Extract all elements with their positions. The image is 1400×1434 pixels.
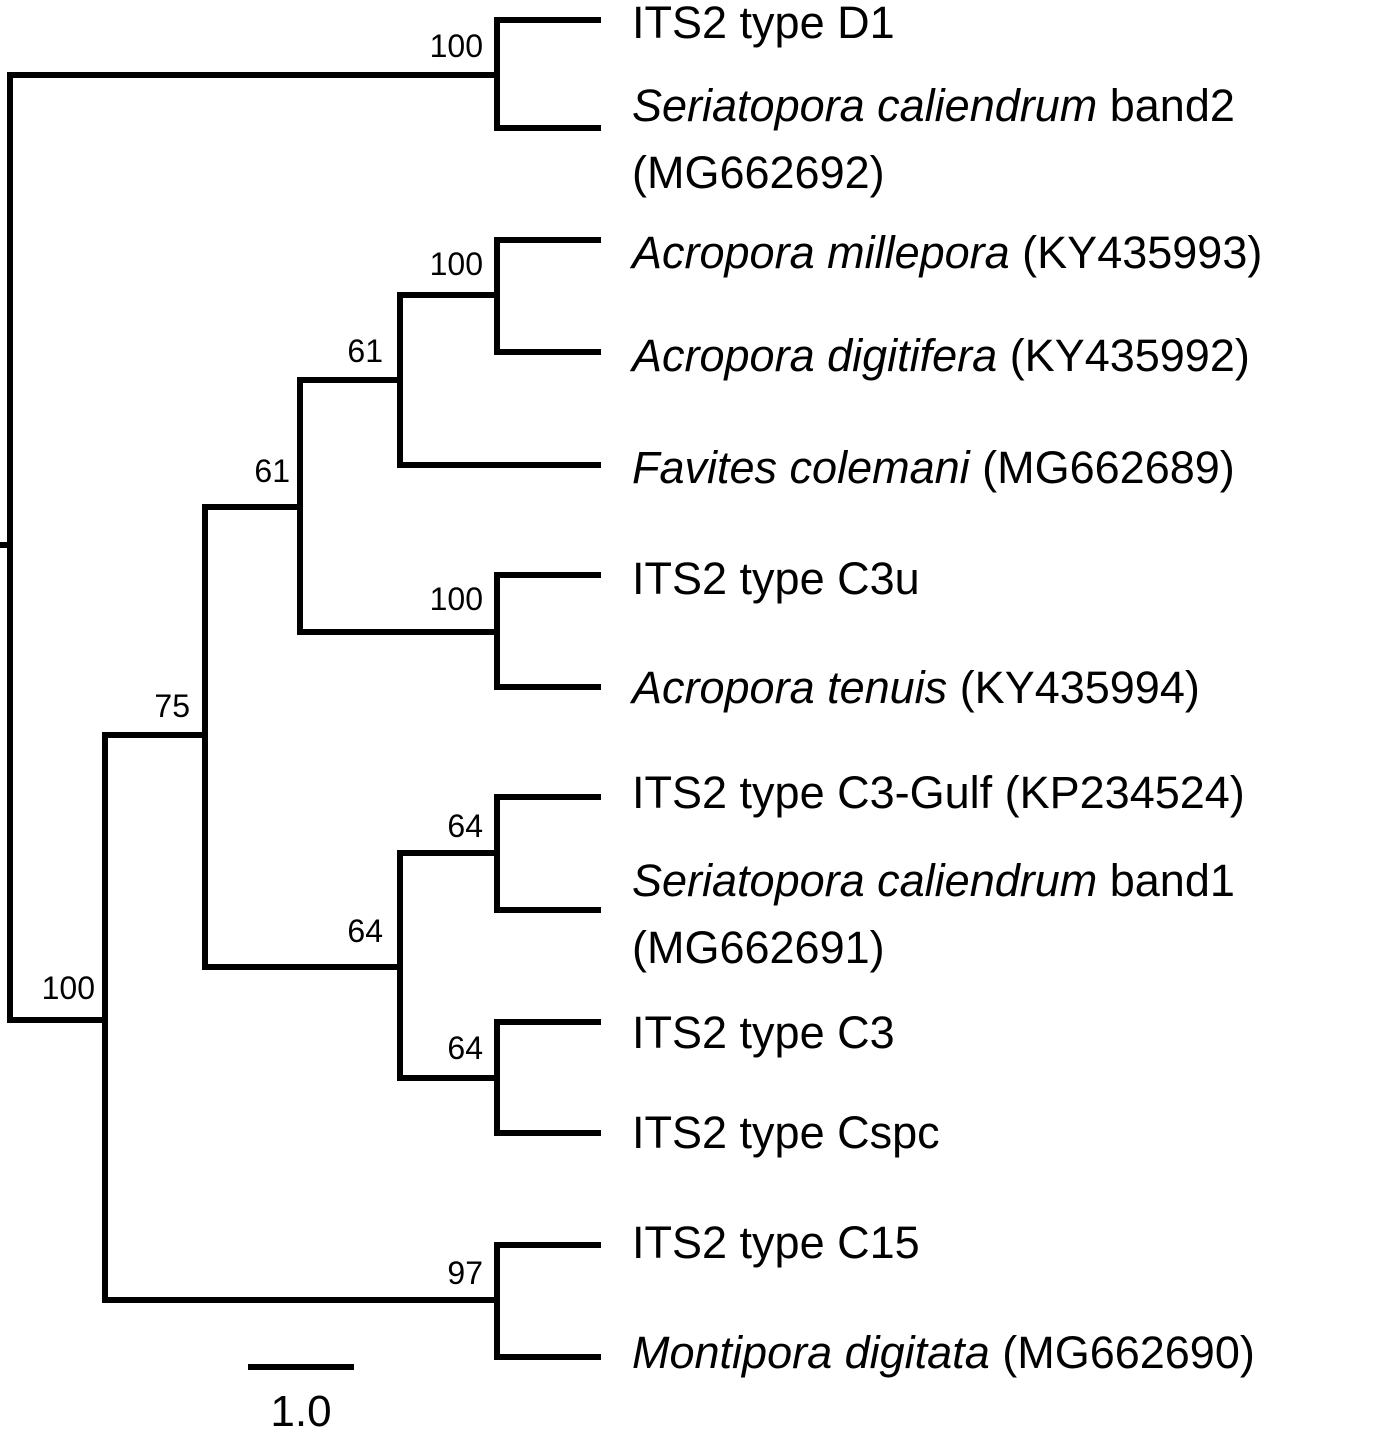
leaf-label: ITS2 type C3-Gulf (KP234524) [632, 767, 1245, 818]
support-value: 100 [430, 581, 483, 617]
support-value: 64 [447, 1030, 483, 1066]
support-value: 64 [347, 913, 383, 949]
support-value: 97 [447, 1255, 483, 1291]
label-text: (MG662690) [990, 1327, 1255, 1378]
leaf-label: ITS2 type Cspc [632, 1107, 940, 1158]
label-text: band2 [1097, 80, 1235, 131]
leaf-label: ITS2 type C15 [632, 1217, 920, 1268]
label-text: ITS2 type D1 [632, 0, 895, 48]
leaf-label: Seriatopora caliendrum band1 [632, 855, 1235, 906]
support-value: 75 [154, 688, 190, 724]
support-value: 100 [430, 28, 483, 64]
label-text: (MG662691) [632, 922, 885, 973]
leaf-label: Acropora digitifera (KY435992) [629, 330, 1250, 381]
support-value: 64 [447, 808, 483, 844]
species-name: Acropora millepora [629, 227, 1010, 278]
species-name: Acropora digitifera [629, 330, 997, 381]
label-text: (MG662689) [970, 442, 1235, 493]
label-text: (KY435992) [997, 330, 1250, 381]
species-name: Seriatopora caliendrum [632, 80, 1097, 131]
label-text: ITS2 type C3-Gulf (KP234524) [632, 767, 1245, 818]
label-text: (KY435993) [1010, 227, 1263, 278]
support-value: 61 [347, 333, 383, 369]
leaf-label: ITS2 type D1 [632, 0, 895, 48]
support-value: 61 [254, 453, 290, 489]
species-name: Favites colemani [632, 442, 972, 493]
leaf-label: ITS2 type C3 [632, 1007, 895, 1058]
label-text: ITS2 type C3u [632, 553, 920, 604]
species-name: Seriatopora caliendrum [632, 855, 1097, 906]
leaf-label: Seriatopora caliendrum band2 [632, 80, 1235, 131]
label-text: ITS2 type C15 [632, 1217, 920, 1268]
label-text: ITS2 type Cspc [632, 1107, 940, 1158]
leaf-label: Acropora tenuis (KY435994) [629, 662, 1200, 713]
label-text: ITS2 type C3 [632, 1007, 895, 1058]
label-text: (MG662692) [632, 147, 885, 198]
scale-bar-label: 1.0 [270, 1387, 331, 1434]
label-text: band1 [1097, 855, 1235, 906]
support-value: 100 [430, 246, 483, 282]
label-text: (KY435994) [947, 662, 1200, 713]
leaf-label: Favites colemani (MG662689) [632, 442, 1235, 493]
leaf-label: (MG662691) [632, 922, 885, 973]
leaf-label: Montipora digitata (MG662690) [632, 1327, 1255, 1378]
leaf-label: Acropora millepora (KY435993) [629, 227, 1262, 278]
species-name: Acropora tenuis [629, 662, 947, 713]
leaf-label: ITS2 type C3u [632, 553, 920, 604]
species-name: Montipora digitata [632, 1327, 990, 1378]
leaf-label: (MG662692) [632, 147, 885, 198]
support-value: 100 [42, 970, 95, 1006]
